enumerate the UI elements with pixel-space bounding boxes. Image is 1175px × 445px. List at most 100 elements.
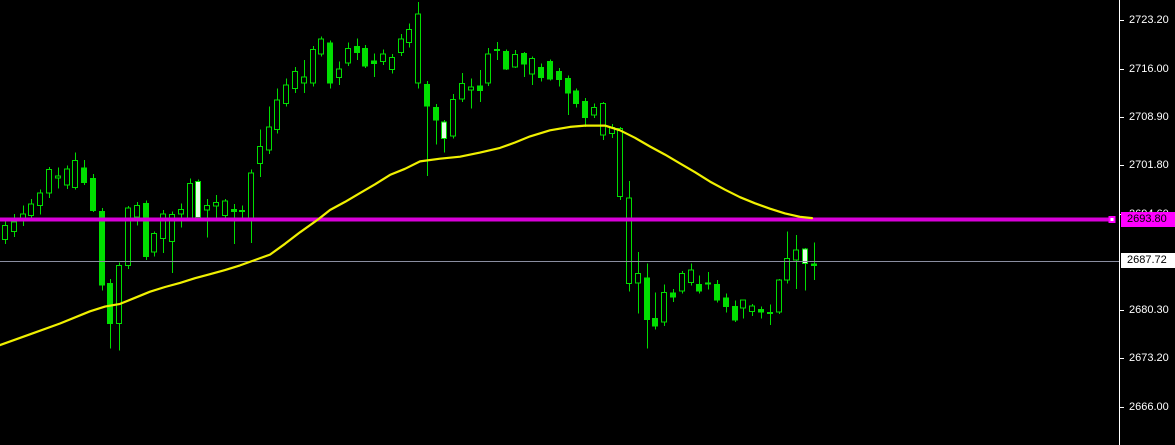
price-axis-label: 2680.30 <box>1129 304 1169 317</box>
candle-body <box>336 68 342 79</box>
candle-body <box>521 52 527 65</box>
candle-body <box>248 172 254 220</box>
candle-body <box>231 208 237 212</box>
candle-body <box>151 233 157 253</box>
candle-body <box>143 202 149 258</box>
candle-body <box>318 38 324 55</box>
candle-body <box>213 202 219 207</box>
candle-body <box>354 46 360 54</box>
candle-body <box>292 71 298 89</box>
price-axis-tick <box>1120 117 1124 118</box>
candle-body <box>406 29 412 44</box>
bid-price-badge: 2687.72 <box>1121 253 1175 268</box>
price-axis-tick <box>1120 164 1124 166</box>
candle-body <box>46 169 52 194</box>
candle-body <box>705 282 711 285</box>
candle-body <box>529 58 535 75</box>
candle-body <box>547 60 553 80</box>
candle-body <box>2 225 8 241</box>
price-horizontal-line[interactable] <box>0 217 1109 222</box>
candle-body <box>257 146 263 164</box>
candle-body <box>644 277 650 320</box>
candle-body <box>652 318 658 327</box>
candle-body <box>696 283 702 292</box>
candle-body <box>450 98 456 137</box>
candle-body <box>11 221 17 233</box>
candle-body <box>556 71 562 81</box>
candle-body <box>310 48 316 84</box>
candle-body <box>591 106 597 116</box>
candle-body <box>160 213 166 239</box>
candle-body <box>362 48 368 67</box>
candle-body <box>802 248 808 264</box>
price-axis-tick <box>1120 358 1124 360</box>
candle-body <box>477 85 483 92</box>
price-axis-label: 2666.00 <box>1129 400 1169 413</box>
candle-body <box>784 258 790 281</box>
candle-body <box>327 42 333 84</box>
candle-body <box>468 86 474 91</box>
candle-body <box>178 208 184 215</box>
candle-body <box>345 48 351 64</box>
candle-body <box>600 102 606 136</box>
candle-body <box>749 305 755 312</box>
candle-body <box>37 192 43 206</box>
candle-body <box>81 167 87 183</box>
candle-body <box>424 83 430 107</box>
candle-body <box>107 283 113 324</box>
candle-body <box>776 279 782 313</box>
candle-body <box>72 160 78 189</box>
candle-body <box>688 269 694 283</box>
candle-body <box>503 50 509 70</box>
candle-body <box>99 210 105 286</box>
candle-body <box>239 210 245 213</box>
candle-body <box>679 273 685 292</box>
candle-body <box>740 299 746 309</box>
candle-body <box>116 264 122 324</box>
candle-body <box>441 121 447 139</box>
price-axis-label: 2723.20 <box>1129 14 1169 27</box>
candle-body <box>134 204 140 218</box>
price-axis-tick <box>1120 310 1124 312</box>
hline-price-badge: 2693.80 <box>1121 212 1175 227</box>
price-axis-tick <box>1120 20 1124 22</box>
candle-body <box>714 283 720 301</box>
price-axis[interactable]: 2723.202716.002708.902701.802694.602680.… <box>1119 0 1175 445</box>
price-axis-label: 2673.20 <box>1129 352 1169 365</box>
candle-body <box>494 48 500 52</box>
candle-body <box>723 297 729 308</box>
candle-body <box>380 53 386 62</box>
candle-body <box>617 127 623 197</box>
candle-body <box>512 54 518 68</box>
candle-body <box>169 214 175 243</box>
candle-body <box>125 207 131 266</box>
candle-body <box>565 77 571 94</box>
candle-body <box>582 100 588 119</box>
price-axis-tick <box>1120 406 1124 408</box>
candle-body <box>204 204 210 211</box>
candle-body <box>767 312 773 315</box>
candle-body <box>90 177 96 212</box>
candle-body <box>274 99 280 131</box>
candle-body <box>538 67 544 79</box>
candle-body <box>389 56 395 71</box>
candle-body <box>635 273 641 284</box>
candle-body <box>187 183 193 219</box>
candle-body <box>661 291 667 323</box>
candle-body <box>55 175 61 179</box>
hline-selection-handle-center <box>1110 218 1114 221</box>
moving-average-line <box>0 124 814 347</box>
candle-body <box>573 90 579 104</box>
candle-body <box>485 53 491 84</box>
candle-body <box>301 76 307 84</box>
candle-body <box>459 83 465 100</box>
candle-body <box>811 263 817 266</box>
candle-body <box>371 60 377 64</box>
price-axis-tick <box>1120 69 1124 71</box>
candle-body <box>793 249 799 261</box>
candle-body <box>433 106 439 121</box>
candle-body <box>222 200 228 216</box>
price-axis-label: 2701.80 <box>1129 158 1169 171</box>
candle-body <box>195 181 201 218</box>
